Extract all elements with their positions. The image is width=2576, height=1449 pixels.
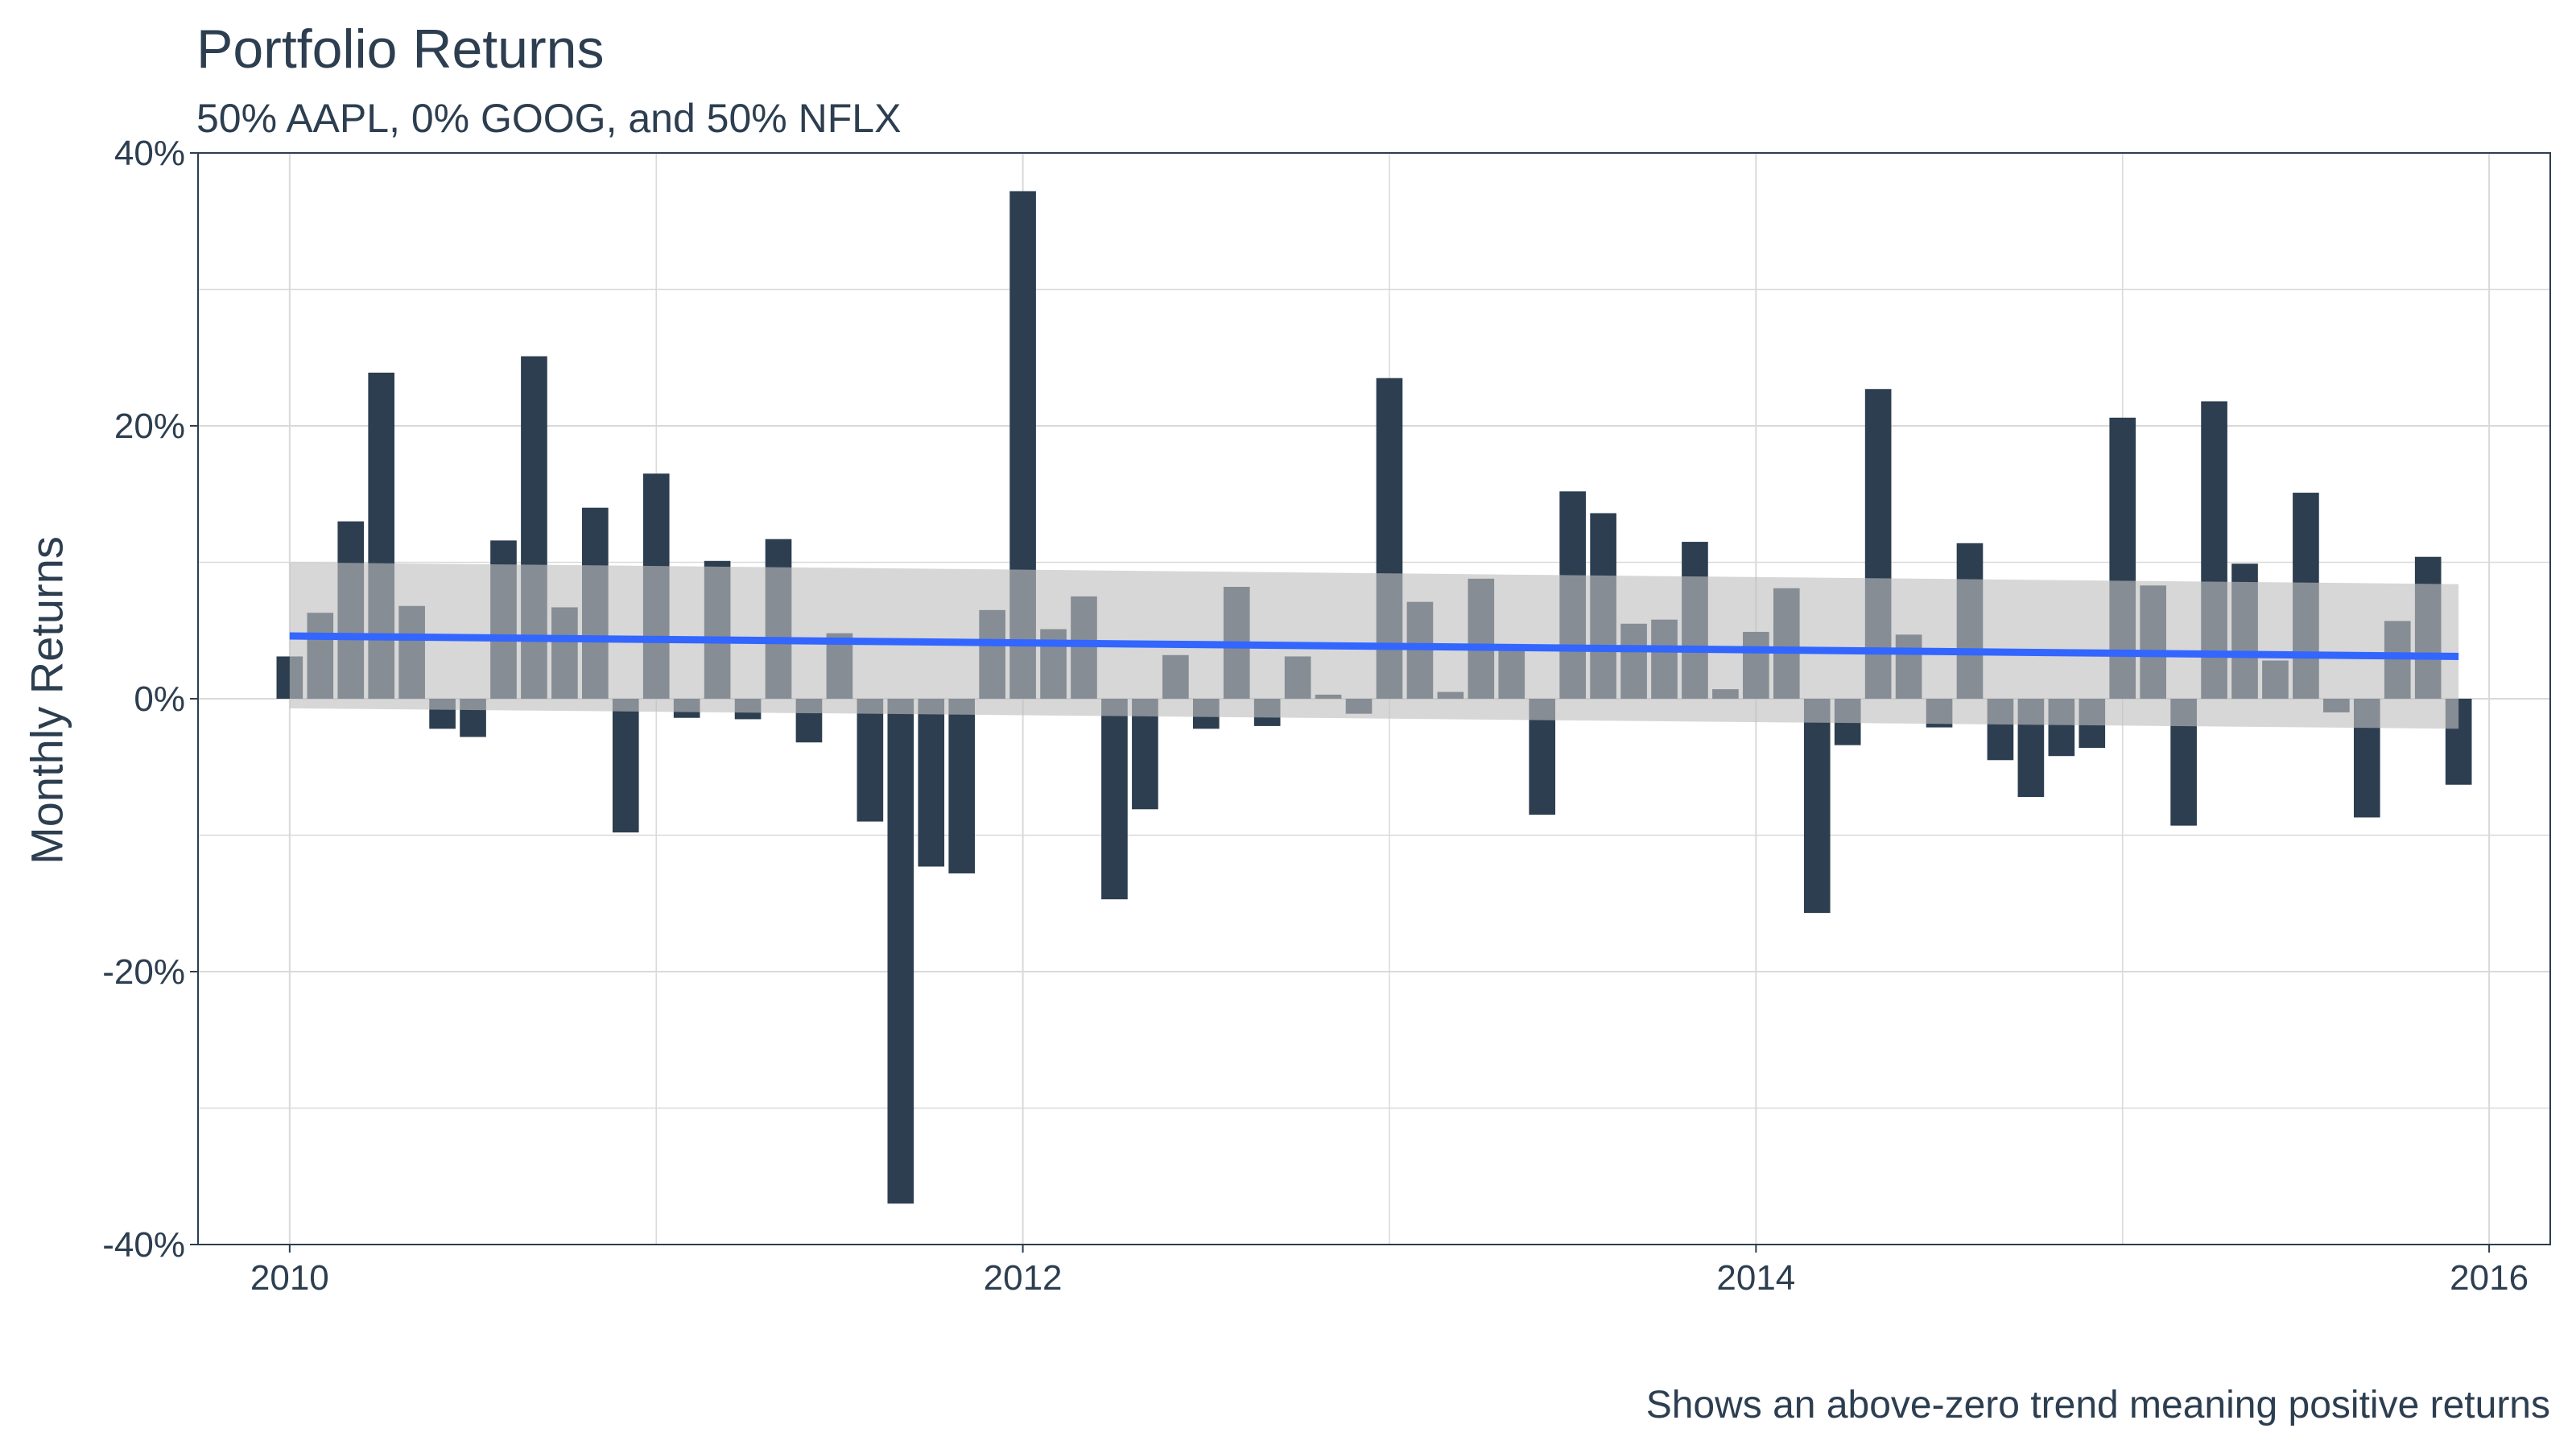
trend-line-group (289, 632, 2459, 660)
bar (1803, 699, 1831, 914)
bar (1132, 699, 1158, 810)
x-tick-label: 2010 (250, 1258, 329, 1298)
y-tick-label: -40% (102, 1225, 185, 1265)
chart-title: Portfolio Returns (196, 19, 605, 80)
bar (948, 699, 976, 873)
trend-line (289, 632, 2459, 660)
y-tick-labels: -40% -20% 0% 20% 40% (102, 134, 198, 1265)
y-tick-label: 40% (114, 134, 185, 173)
bar (612, 699, 639, 833)
bar (918, 699, 945, 867)
x-tick-label: 2016 (2450, 1258, 2529, 1298)
x-tick-label: 2014 (1716, 1258, 1795, 1298)
y-tick-label: 20% (114, 407, 185, 446)
bar (857, 699, 884, 822)
chart-caption: Shows an above-zero trend meaning positi… (1645, 1384, 2550, 1426)
x-tick-labels: 2010 2012 2014 2016 (250, 1245, 2529, 1298)
y-tick-label: -20% (102, 952, 185, 992)
x-tick-label: 2012 (984, 1258, 1063, 1298)
bar (1101, 699, 1128, 900)
bar (887, 699, 914, 1204)
y-tick-label: 0% (134, 679, 185, 719)
chart-subtitle: 50% AAPL, 0% GOOG, and 50% NFLX (196, 96, 902, 141)
